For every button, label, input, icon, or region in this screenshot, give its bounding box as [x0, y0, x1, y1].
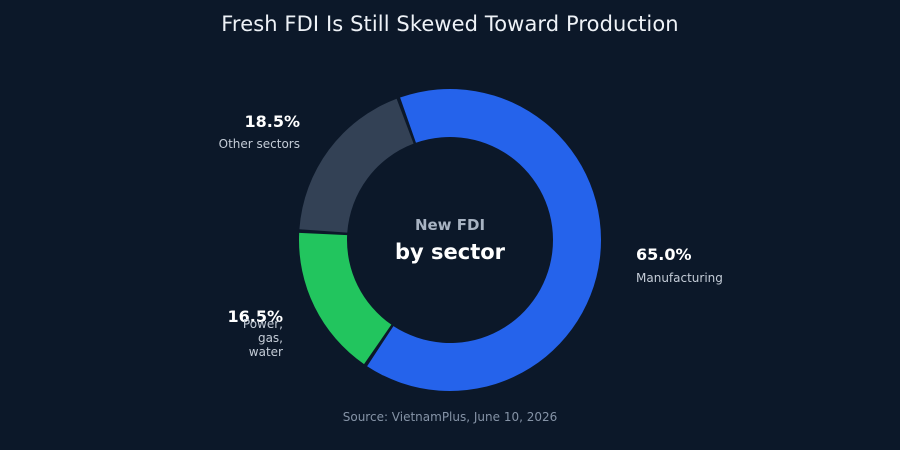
slice-power-gas-water	[299, 232, 392, 365]
center-label-top: New FDI	[415, 216, 485, 234]
value-label-other-sectors: 18.5%	[244, 112, 300, 131]
value-label-power-gas-water: 16.5%	[227, 307, 283, 326]
slice-manufacturing	[367, 88, 601, 391]
chart-title: Fresh FDI Is Still Skewed Toward Product…	[221, 12, 679, 36]
source-note: Source: VietnamPlus, June 10, 2026	[342, 410, 558, 424]
slice-other-sectors	[299, 98, 414, 233]
donut-slices	[299, 88, 601, 391]
value-label-manufacturing: 65.0%	[636, 245, 692, 264]
category-label-manufacturing: Manufacturing	[636, 271, 723, 285]
category-label-power-gas-water: Power, gas, water	[243, 317, 283, 359]
center-label-bottom: by sector	[395, 240, 506, 264]
category-label-other-sectors: Other sectors	[219, 137, 300, 151]
slice-labels: 65.0% Manufacturing 16.5%Power, gas, water 18…	[219, 112, 723, 359]
